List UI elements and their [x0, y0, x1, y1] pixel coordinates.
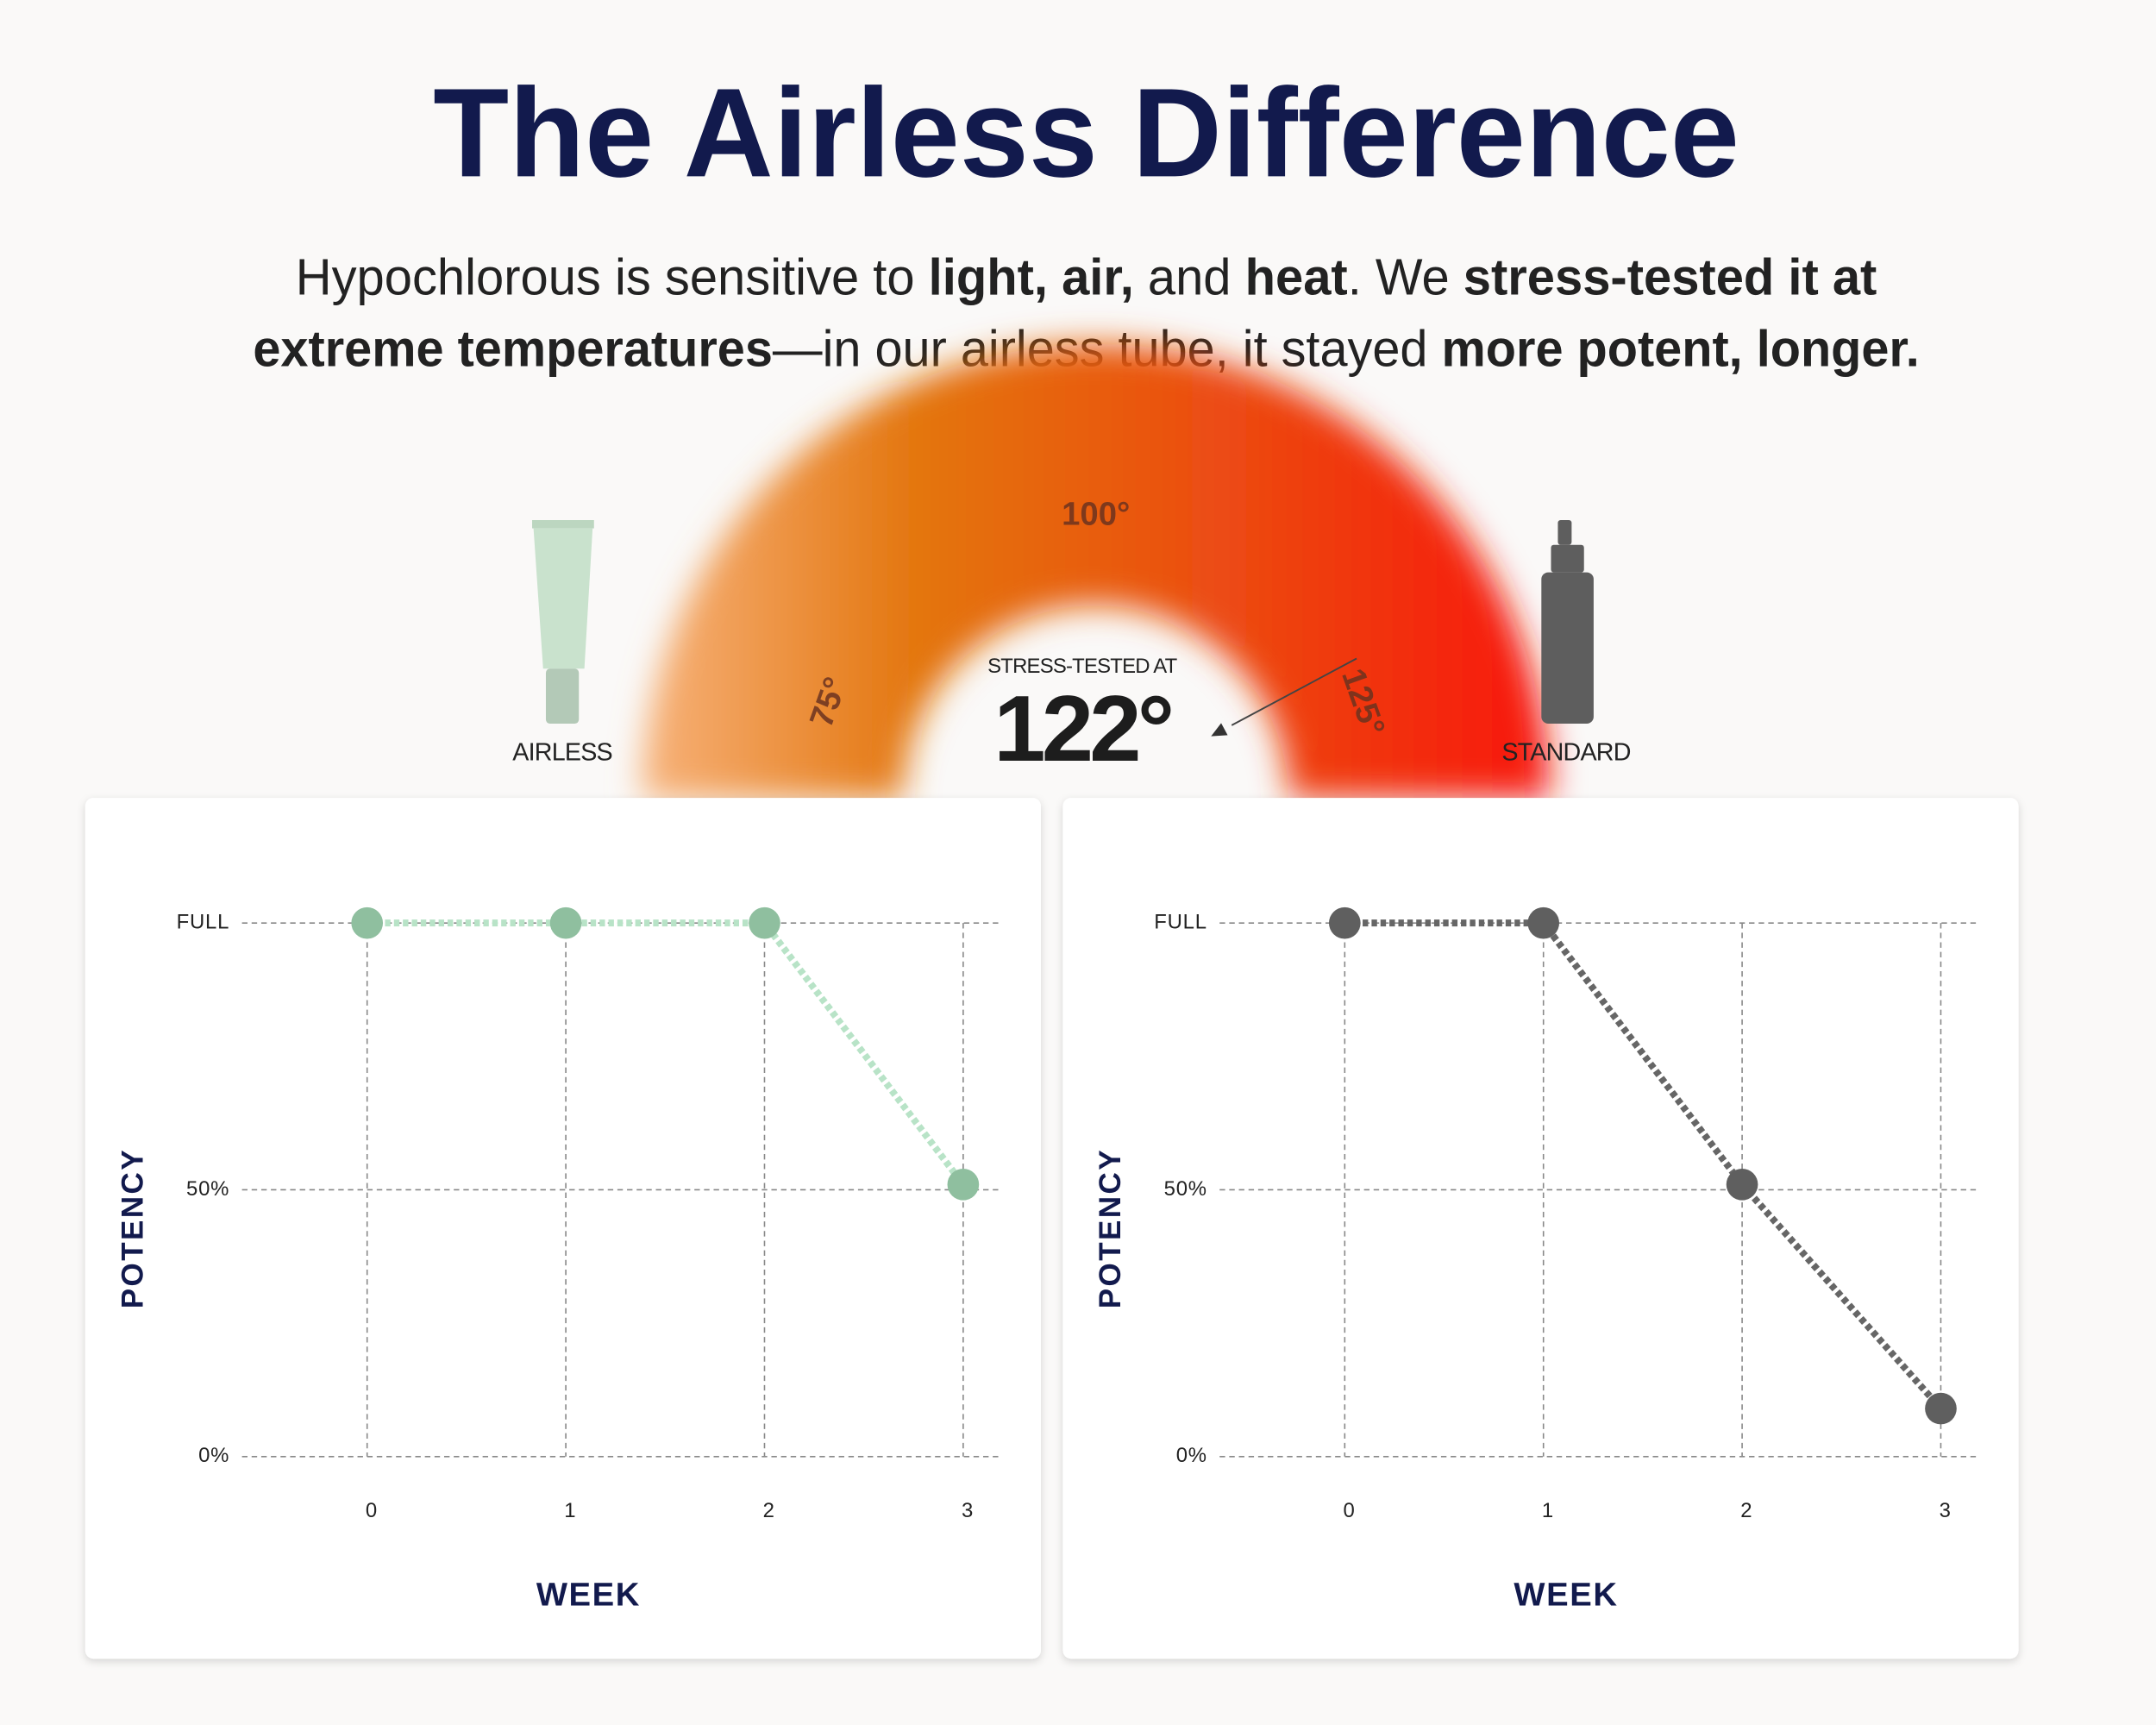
y-axis-label: POTENCY: [1094, 1148, 1127, 1308]
series-name: STANDARD: [1501, 739, 1630, 767]
data-point: [1527, 906, 1560, 939]
data-point: [1726, 1168, 1758, 1201]
x-tick-label: 1: [1542, 1499, 1553, 1522]
gauge-label: STRESS-TESTED AT: [987, 655, 1177, 678]
data-point: [549, 906, 582, 939]
subtitle-segment: stress-tested it at: [1463, 249, 1877, 306]
y-tick-label: 50%: [186, 1177, 229, 1201]
x-tick-label: 1: [564, 1499, 575, 1522]
gauge-needle-tip: [1211, 723, 1228, 737]
chart: 0% 50% FULL 0 1 2 3 WEEK POTENCY: [85, 798, 1041, 1659]
data-point: [749, 906, 780, 939]
chart-card: [85, 798, 1041, 1659]
data-point: [947, 1168, 980, 1201]
x-tick-label: 2: [763, 1499, 774, 1522]
series-line: [367, 919, 967, 1187]
x-tick-label: 0: [366, 1499, 377, 1522]
subtitle-line: extreme temperatures—in our airless tube…: [253, 320, 1919, 377]
data-point: [1925, 1392, 1957, 1425]
gauge-tick-label: 100°: [1062, 495, 1130, 532]
chart: 0% 50% FULL 0 1 2 3 WEEK POTENCY: [1062, 798, 2019, 1659]
y-tick-label: 0%: [1176, 1444, 1207, 1467]
subtitle: Hypochlorous is sensitive to light, air,…: [253, 249, 1919, 378]
subtitle-segment: . We: [1348, 249, 1463, 306]
series-name: AIRLESS: [512, 739, 612, 767]
subtitle-segment: heat: [1245, 249, 1348, 306]
x-tick-label: 3: [962, 1499, 973, 1522]
x-tick-label: 3: [1940, 1499, 1951, 1522]
subtitle-segment: light, air,: [929, 249, 1134, 306]
subtitle-segment: and: [1134, 249, 1245, 306]
charts: 0% 50% FULL 0 1 2 3 WEEK POTENCY 0% 50% FULL 0 1 2 3 WEE…: [85, 798, 2019, 1659]
heat-arc: [642, 344, 1550, 799]
x-axis-label: WEEK: [536, 1577, 641, 1614]
subtitle-line: Hypochlorous is sensitive to light, air,…: [296, 249, 1877, 306]
series-line: [1344, 919, 1944, 1411]
y-tick-label: FULL: [1154, 910, 1207, 933]
y-tick-label: FULL: [177, 910, 230, 933]
y-axis-label: POTENCY: [116, 1148, 150, 1308]
y-tick-label: 0%: [198, 1444, 229, 1467]
chart-card: [1062, 798, 2019, 1659]
y-tick-label: 50%: [1164, 1177, 1207, 1201]
subtitle-segment: extreme temperatures: [253, 320, 773, 377]
heading: The Airless Difference: [433, 62, 1739, 204]
subtitle-segment: Hypochlorous is sensitive to: [296, 249, 929, 306]
spray-icon: [1541, 519, 1594, 724]
x-axis-label: WEEK: [1514, 1577, 1618, 1614]
x-tick-label: 0: [1343, 1499, 1354, 1522]
data-point: [351, 906, 384, 939]
gauge-needle: [1231, 657, 1357, 726]
subtitle-segment: more potent, longer.: [1442, 320, 1920, 377]
tube-icon: [532, 519, 594, 724]
x-tick-label: 2: [1740, 1499, 1752, 1522]
gauge-value-label: 122°: [993, 676, 1171, 781]
data-point: [1328, 906, 1361, 939]
